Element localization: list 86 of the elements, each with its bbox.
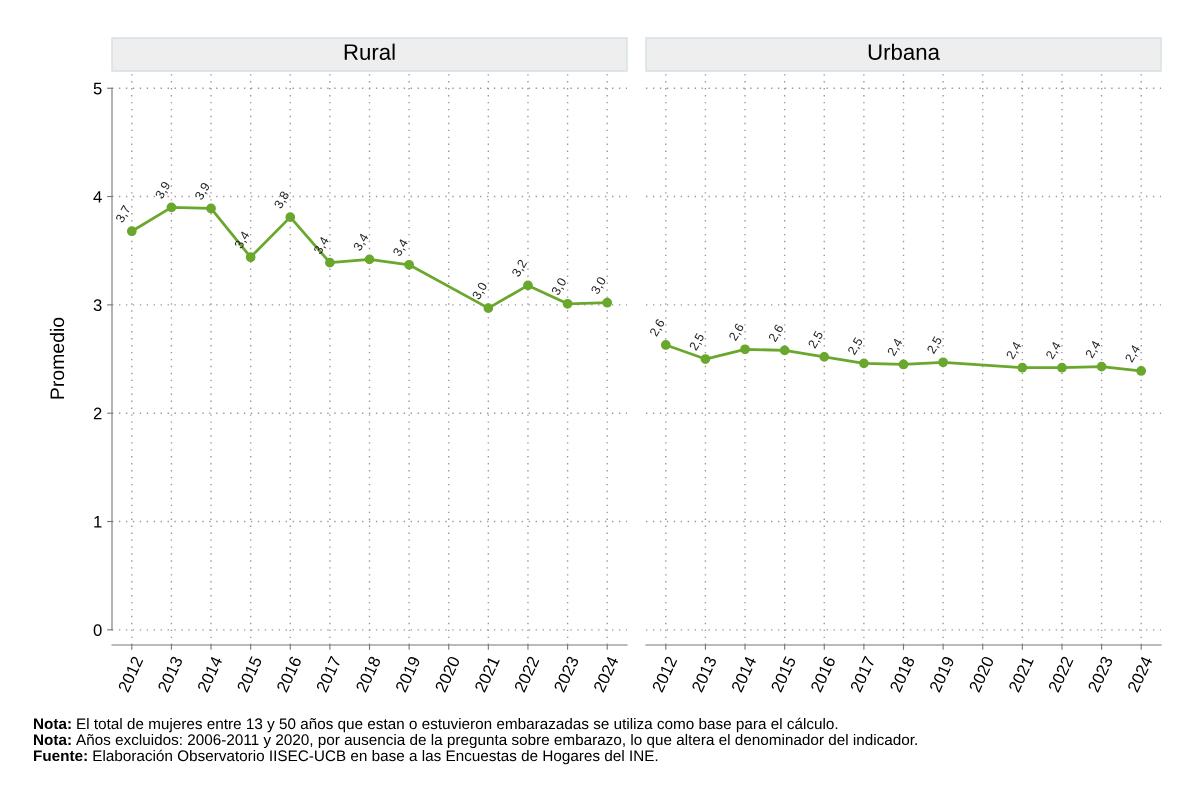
x-tick-label: 2019 [928, 655, 955, 693]
y-tick-label: 2 [93, 407, 102, 420]
point [404, 259, 414, 270]
data-label: 3,4 [233, 230, 252, 250]
point [779, 345, 790, 356]
point [938, 357, 948, 368]
data-label: 3,2 [511, 258, 529, 279]
x-tick-label: 2022 [513, 655, 540, 693]
point [325, 257, 335, 268]
point [206, 203, 216, 214]
data-label: 2,5 [847, 336, 865, 356]
point [819, 352, 830, 362]
point [364, 254, 375, 265]
x-tick-label: 2015 [770, 655, 797, 693]
data-label: 3,7 [115, 204, 133, 224]
data-label: 2,4 [886, 337, 905, 358]
x-tick-label: 2021 [1008, 655, 1034, 693]
x-tick-label: 2013 [691, 655, 717, 693]
data-label: 3,4 [352, 232, 371, 253]
data-label: 3,0 [590, 276, 608, 296]
y-axis-title: Promedio [49, 317, 65, 399]
point [523, 280, 533, 291]
x-tick-label: 2022 [1047, 655, 1074, 693]
point [126, 226, 137, 237]
data-label: 2,5 [688, 332, 706, 352]
point [660, 340, 671, 350]
point [1057, 362, 1067, 373]
x-tick-label: 2024 [593, 655, 619, 693]
chart-title: Urbana [868, 43, 940, 60]
x-tick-label: 2017 [315, 655, 342, 693]
data-label: 2,4 [1045, 340, 1063, 361]
chart-title: Rural [344, 43, 395, 60]
data-label: 2,4 [1124, 344, 1142, 364]
point [859, 358, 869, 369]
x-tick-label: 2012 [651, 655, 678, 693]
data-label: 3,8 [273, 190, 291, 210]
data-label: 2,6 [768, 323, 786, 343]
point [166, 202, 177, 213]
x-tick-label: 2016 [810, 655, 836, 693]
x-tick-label: 2015 [236, 655, 263, 693]
x-tick-label: 2018 [889, 655, 916, 693]
y-tick-label: 5 [93, 82, 102, 95]
source-note: Fuente: Elaboración Observatorio IISEC-UCB en base a las Encuestas de Hogares del INE. [34, 749, 658, 765]
data-label: 2,4 [1084, 339, 1103, 360]
data-label: 3,4 [313, 235, 331, 256]
x-tick-label: 2019 [394, 655, 421, 693]
data-label: 2,5 [807, 330, 825, 350]
point [562, 298, 573, 309]
x-tick-label: 2023 [1087, 655, 1114, 693]
x-tick-label: 2014 [196, 655, 223, 693]
x-tick-label: 2023 [553, 655, 580, 693]
x-tick-label: 2020 [434, 655, 461, 693]
point [740, 344, 750, 355]
x-tick-label: 2020 [968, 655, 995, 693]
x-tick-label: 2018 [355, 655, 382, 693]
text: Nota: El total de mujeres entre 13 y 50 años que estan o estuvieron embarazadas se utiliza como base para el cálculo. [34, 717, 838, 733]
point [898, 359, 909, 370]
point [483, 303, 494, 313]
y-tick-label: 4 [93, 191, 102, 203]
data-label: 2,5 [926, 335, 944, 355]
data-label: 3,9 [154, 180, 172, 201]
y-tick-label: 0 [93, 624, 102, 637]
data-label: 2,4 [1005, 340, 1023, 361]
data-label: 3,9 [194, 181, 212, 202]
point [700, 354, 711, 364]
point [1096, 361, 1107, 372]
text: Nota: Años excluidos: 2006-2011 y 2020, por ausencia de la pregunta sobre embarazo, lo que altera el denominador del indicador. [34, 733, 917, 749]
x-tick-label: 2016 [276, 655, 302, 693]
point [1136, 366, 1147, 376]
point [602, 297, 613, 308]
x-tick-label: 2024 [1127, 655, 1153, 693]
data-label: 2,6 [649, 318, 667, 338]
data-label: 2,6 [728, 322, 746, 342]
x-tick-label: 2012 [117, 655, 144, 693]
point [285, 212, 296, 223]
x-tick-label: 2017 [849, 655, 876, 693]
x-tick-label: 2014 [730, 655, 757, 693]
y-tick-label: 3 [93, 299, 102, 312]
y-tick-label: 1 [94, 516, 102, 528]
data-label: 3,0 [471, 281, 489, 301]
point [1017, 362, 1028, 373]
data-label: 3,0 [550, 277, 569, 297]
data-label: 3,4 [392, 238, 410, 258]
point [245, 252, 256, 263]
x-tick-label: 2013 [157, 655, 183, 693]
x-tick-label: 2021 [474, 655, 500, 693]
